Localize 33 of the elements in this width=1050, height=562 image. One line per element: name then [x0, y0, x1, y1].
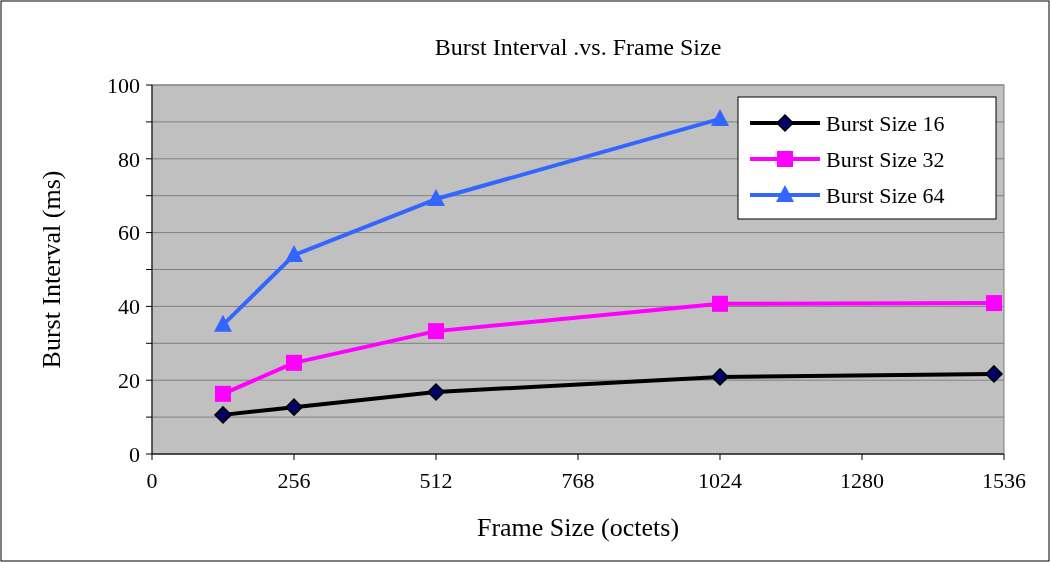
y-tick-label: 0	[129, 441, 140, 467]
y-tick-label: 80	[118, 146, 140, 172]
point	[985, 365, 1003, 383]
x-tick-label: 1024	[698, 468, 742, 493]
point	[427, 189, 445, 207]
x-tick-label: 0	[146, 468, 158, 493]
x-tick-label: 512	[419, 468, 453, 493]
y-tick-label: 100	[107, 72, 140, 98]
x-tick-label: 256	[277, 468, 311, 493]
legend-label: Burst Size 32	[826, 146, 945, 172]
x-tick-label: 768	[561, 468, 595, 493]
point	[711, 108, 729, 126]
y-axis-title: Burst Interval (ms)	[37, 170, 66, 369]
x-axis-title: Frame Size (octets)	[476, 513, 680, 542]
point	[285, 398, 303, 416]
point	[214, 406, 232, 424]
y-tick-label: 40	[118, 294, 140, 320]
x-tick-label: 1280	[840, 468, 884, 493]
point	[286, 354, 302, 371]
point	[986, 295, 1003, 312]
point	[285, 245, 303, 263]
y-tick-label: 60	[118, 220, 140, 246]
point	[215, 385, 231, 402]
point	[428, 323, 444, 340]
point	[711, 368, 729, 386]
y-tick-label: 20	[118, 367, 140, 393]
chart-title: Burst Interval .vs. Frame Size	[434, 34, 722, 60]
legend-label: Burst Size 16	[826, 110, 945, 136]
x-tick-label: 1536	[982, 468, 1026, 493]
point	[427, 383, 445, 401]
point	[214, 314, 232, 332]
legend-label: Burst Size 64	[826, 182, 945, 208]
point	[712, 295, 728, 312]
